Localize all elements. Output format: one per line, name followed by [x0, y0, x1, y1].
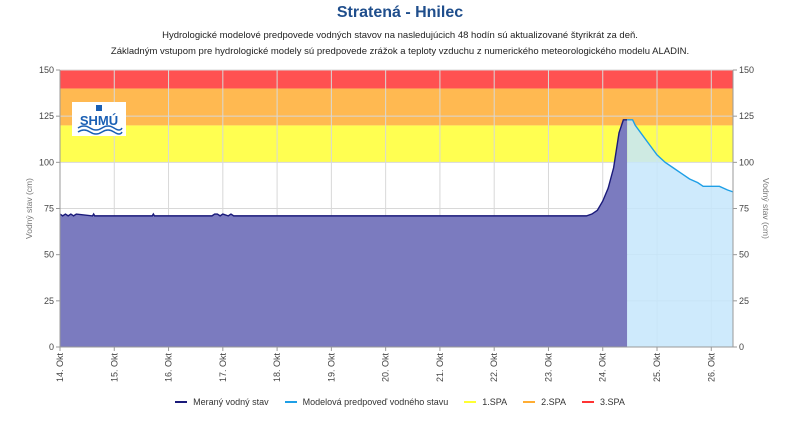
chart-subtitle-line2: Základným vstupom pre hydrologické model…: [110, 46, 690, 57]
x-tick-label: 23. Okt: [543, 353, 553, 383]
series-line-measured: [59, 119, 628, 217]
legend-label-measured: Meraný vodný stav: [193, 397, 269, 407]
y-tick-label-right: 100: [739, 157, 754, 167]
x-tick-label: 22. Okt: [489, 353, 499, 383]
y-tick-label-right: 75: [739, 204, 749, 214]
series-line-forecast: [627, 119, 734, 193]
legend-item-spa3[interactable]: 3.SPA: [582, 397, 625, 407]
x-tick-label: 20. Okt: [381, 353, 391, 383]
y-tick-label-right: 0: [739, 342, 744, 352]
legend-label-spa3: 3.SPA: [600, 397, 625, 407]
shmu-logo-text: SHMÚ: [80, 113, 118, 128]
y-tick-label-left: 75: [44, 204, 54, 214]
series-area-forecast: [627, 119, 733, 347]
chart-legend: Meraný vodný stav Modelová predpoveď vod…: [0, 397, 800, 407]
legend-label-forecast: Modelová predpoveď vodného stavu: [302, 397, 449, 407]
y-tick-label-left: 50: [44, 250, 54, 260]
shmu-logo: SHMÚ: [72, 102, 126, 136]
y-tick-label-left: 25: [44, 296, 54, 306]
y-axis-label-left: Vodný stav (cm): [24, 178, 34, 239]
legend-item-forecast[interactable]: Modelová predpoveď vodného stavu: [284, 397, 449, 407]
y-tick-label-left: 100: [39, 157, 54, 167]
threshold-band-3spa: [60, 70, 733, 89]
y-tick-label-right: 25: [739, 296, 749, 306]
chart-title: Stratená - Hnilec: [336, 4, 464, 21]
x-tick-label: 14. Okt: [55, 353, 65, 383]
x-tick-label: 15. Okt: [109, 353, 119, 383]
legend-label-spa1: 1.SPA: [482, 397, 508, 407]
y-tick-label-left: 125: [39, 111, 54, 121]
y-tick-label-right: 125: [739, 111, 754, 121]
x-tick-label: 26. Okt: [706, 353, 716, 383]
x-tick-label: 17. Okt: [218, 353, 228, 383]
x-tick-label: 21. Okt: [435, 353, 445, 383]
chart-subtitle-line1: Hydrologické modelové predpovede vodných…: [162, 30, 638, 41]
y-tick-label-right: 150: [739, 65, 754, 75]
legend-item-measured[interactable]: Meraný vodný stav: [175, 397, 269, 407]
y-axis-label-right: Vodný stav (cm): [761, 178, 771, 239]
legend-label-spa2: 2.SPA: [541, 397, 567, 407]
x-tick-label: 18. Okt: [272, 353, 282, 383]
legend-item-spa1[interactable]: 1.SPA: [464, 397, 507, 407]
y-tick-label-right: 50: [739, 250, 749, 260]
x-tick-label: 19. Okt: [326, 353, 336, 383]
y-tick-label-left: 0: [49, 342, 54, 352]
x-tick-label: 24. Okt: [598, 353, 608, 383]
series-area-measured: [60, 119, 628, 347]
legend-item-spa2[interactable]: 2.SPA: [523, 397, 566, 407]
x-tick-label: 25. Okt: [652, 353, 662, 383]
y-tick-label-left: 150: [39, 65, 54, 75]
threshold-band-2spa: [60, 88, 733, 126]
x-tick-label: 16. Okt: [164, 353, 174, 383]
